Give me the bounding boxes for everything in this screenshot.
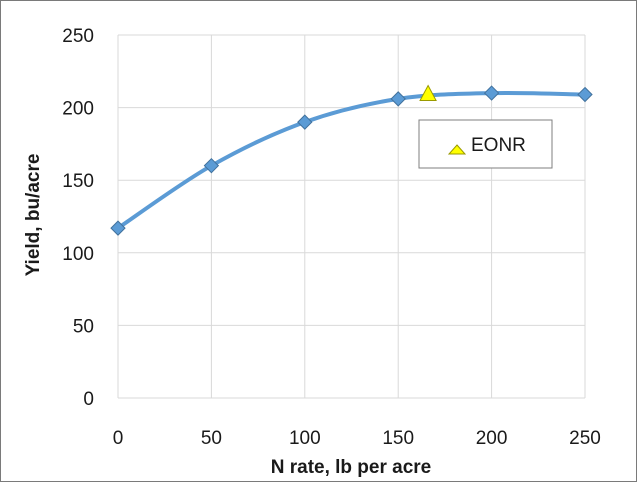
x-axis-label: N rate, lb per acre	[271, 457, 432, 478]
x-tick-label: 250	[569, 428, 601, 449]
legend-box	[418, 119, 553, 169]
data-point-diamond	[390, 91, 406, 107]
y-axis-label: Yield, bu/acre	[23, 154, 44, 277]
y-tick-label: 150	[62, 171, 94, 192]
legend: EONR	[418, 119, 553, 169]
y-tick-label: 100	[62, 244, 94, 265]
y-tick-label: 200	[62, 99, 94, 120]
eonr-markers	[419, 84, 437, 102]
y-tick-label: 50	[73, 316, 94, 337]
x-tick-label: 150	[382, 428, 414, 449]
data-point-diamond	[297, 114, 313, 130]
x-tick-label: 200	[476, 428, 508, 449]
x-tick-label: 0	[113, 428, 124, 449]
y-tick-label: 0	[83, 389, 94, 410]
x-tick-labels: 0 50 100 150 200 250	[113, 428, 601, 449]
y-tick-label: 250	[62, 26, 94, 47]
data-point-diamond	[110, 220, 126, 236]
data-point-diamond	[483, 85, 500, 101]
eonr-point-triangle	[419, 84, 437, 102]
y-tick-labels: 0 50 100 150 200 250	[62, 26, 94, 410]
data-markers	[110, 85, 593, 236]
legend-label-eonr: EONR	[471, 135, 526, 156]
legend-eonr-marker	[447, 144, 467, 155]
grid-lines	[117, 34, 586, 399]
x-tick-label: 100	[289, 428, 321, 449]
x-tick-label: 50	[201, 428, 222, 449]
data-point-diamond	[203, 157, 220, 174]
data-point-diamond	[577, 86, 593, 103]
